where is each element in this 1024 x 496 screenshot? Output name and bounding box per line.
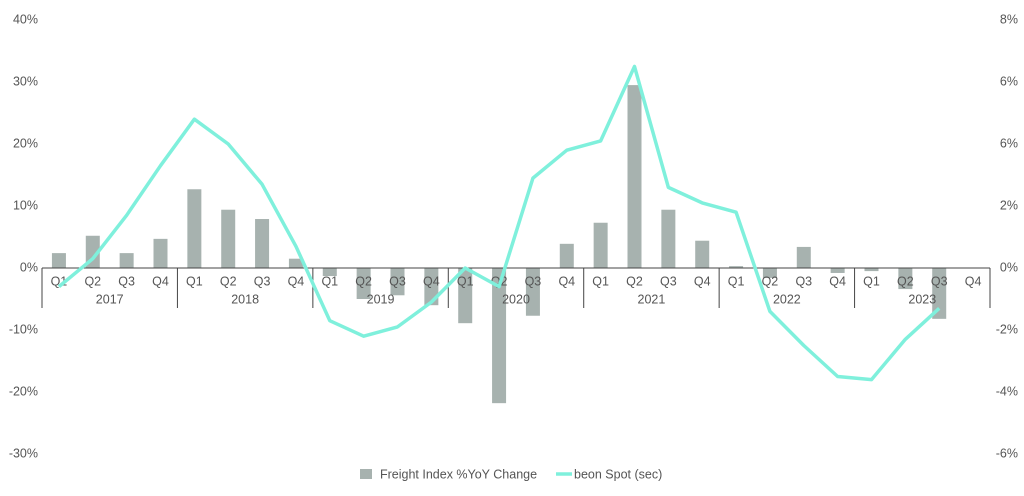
group-label: 2023 [908, 292, 936, 306]
legend-swatch [360, 469, 372, 479]
legend-label: beon Spot (sec) [574, 467, 662, 481]
y2-tick-label: -2% [996, 322, 1018, 336]
x-tick-label: Q4 [558, 274, 575, 288]
bar [762, 268, 777, 278]
bar [51, 253, 66, 268]
y-tick-label: 10% [13, 198, 38, 212]
x-tick-label: Q2 [220, 274, 237, 288]
x-tick-label: Q1 [457, 274, 474, 288]
bar [153, 238, 168, 268]
bar [627, 85, 642, 268]
x-tick-label: Q3 [254, 274, 271, 288]
x-tick-label: Q1 [321, 274, 338, 288]
group-label: 2022 [773, 292, 801, 306]
bar [525, 268, 540, 316]
bar [796, 246, 811, 268]
bar [593, 222, 608, 268]
bar [661, 209, 676, 268]
y-tick-label: 0% [20, 260, 38, 274]
line [57, 64, 941, 382]
y-tick-label: 30% [13, 74, 38, 88]
legend-label: Freight Index %YoY Change [380, 467, 537, 481]
y-tick-label: 40% [13, 12, 38, 26]
bar [864, 268, 879, 272]
x-tick-label: Q3 [931, 274, 948, 288]
x-tick-label: Q4 [288, 274, 305, 288]
x-tick-label: Q1 [863, 274, 880, 288]
x-tick-label: Q1 [186, 274, 203, 288]
x-tick-label: Q3 [389, 274, 406, 288]
y-tick-label: 20% [13, 136, 38, 150]
bar [492, 268, 507, 404]
bar [187, 189, 202, 268]
bar [221, 209, 236, 268]
x-tick-label: Q4 [423, 274, 440, 288]
x-tick-label: Q2 [897, 274, 914, 288]
y2-tick-label: 0% [1000, 260, 1018, 274]
y-tick-label: -10% [9, 322, 38, 336]
x-tick-label: Q2 [762, 274, 779, 288]
y2-tick-label: -6% [996, 446, 1018, 460]
x-tick-label: Q2 [84, 274, 101, 288]
x-tick-label: Q3 [660, 274, 677, 288]
bar [898, 268, 913, 290]
x-tick-label: Q3 [525, 274, 542, 288]
group-label: 2021 [638, 292, 666, 306]
group-label: 2017 [96, 292, 124, 306]
bar [119, 253, 134, 268]
bar [559, 243, 574, 268]
bar [830, 268, 845, 273]
bar [458, 268, 473, 324]
group-label: 2020 [502, 292, 530, 306]
x-tick-label: Q2 [355, 274, 372, 288]
bar [424, 268, 439, 306]
x-tick-label: Q3 [118, 274, 135, 288]
bar [322, 268, 337, 277]
y2-tick-label: -4% [996, 384, 1018, 398]
x-tick-label: Q2 [626, 274, 643, 288]
bar [695, 240, 710, 268]
x-tick-label: Q4 [694, 274, 711, 288]
group-label: 2019 [367, 292, 395, 306]
y-tick-label: -30% [9, 446, 38, 460]
y2-tick-label: 6% [1000, 74, 1018, 88]
x-tick-label: Q1 [592, 274, 609, 288]
bar [356, 268, 371, 299]
y2-tick-label: 6% [1000, 136, 1018, 150]
bar [729, 266, 744, 268]
x-tick-label: Q1 [728, 274, 745, 288]
x-tick-label: Q4 [965, 274, 982, 288]
x-tick-label: Q4 [829, 274, 846, 288]
y-tick-label: -20% [9, 384, 38, 398]
bar [288, 258, 303, 268]
y2-tick-label: 8% [1000, 12, 1018, 26]
x-tick-label: Q4 [152, 274, 169, 288]
bar [932, 268, 947, 319]
x-tick-label: Q3 [795, 274, 812, 288]
group-label: 2018 [231, 292, 259, 306]
y2-tick-label: 2% [1000, 198, 1018, 212]
bar [390, 268, 405, 296]
bar [255, 219, 270, 268]
